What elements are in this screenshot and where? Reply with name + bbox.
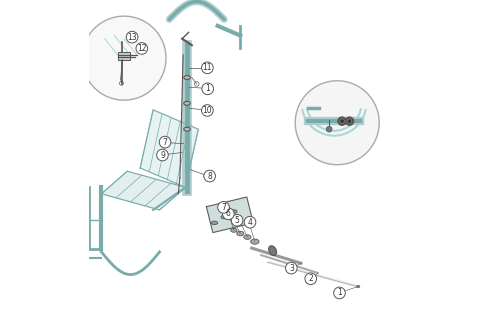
Circle shape [82,16,166,100]
Text: 5: 5 [234,216,240,225]
Text: 3: 3 [289,264,294,273]
Circle shape [338,117,346,125]
Ellipse shape [230,228,237,232]
Circle shape [295,81,379,165]
Ellipse shape [184,127,190,131]
Ellipse shape [237,231,244,236]
Text: 1: 1 [206,84,210,93]
Text: 6: 6 [226,209,231,218]
Circle shape [159,136,171,148]
Text: 7: 7 [162,138,168,147]
Text: 13: 13 [128,33,137,42]
Text: 8: 8 [208,172,212,181]
Polygon shape [206,197,253,233]
Text: 11: 11 [202,63,212,72]
Circle shape [305,273,316,285]
Ellipse shape [230,210,237,214]
Polygon shape [102,171,186,210]
Circle shape [222,208,234,220]
Circle shape [346,117,354,125]
Ellipse shape [184,101,190,105]
Circle shape [202,62,213,74]
Ellipse shape [356,286,360,287]
Circle shape [340,119,344,123]
Polygon shape [140,110,198,187]
Ellipse shape [250,239,259,244]
Ellipse shape [244,235,251,239]
Text: 7: 7 [221,203,226,212]
Circle shape [326,126,332,132]
Circle shape [202,105,213,116]
Ellipse shape [184,76,190,79]
Text: 9: 9 [160,151,165,160]
Circle shape [286,262,297,274]
Circle shape [126,31,138,43]
Circle shape [244,216,256,228]
Circle shape [204,170,216,182]
Text: 12: 12 [137,44,146,53]
Circle shape [347,119,352,123]
Circle shape [334,287,345,299]
Ellipse shape [211,221,218,225]
Ellipse shape [268,246,276,255]
Text: 4: 4 [248,218,252,227]
Text: 2: 2 [308,274,313,283]
Circle shape [202,83,213,95]
Text: 1: 1 [337,288,342,297]
Circle shape [136,43,147,54]
Ellipse shape [221,215,228,219]
Text: 10: 10 [202,106,212,115]
Circle shape [156,149,168,161]
Circle shape [232,214,243,226]
Circle shape [218,202,230,213]
FancyBboxPatch shape [118,52,130,60]
